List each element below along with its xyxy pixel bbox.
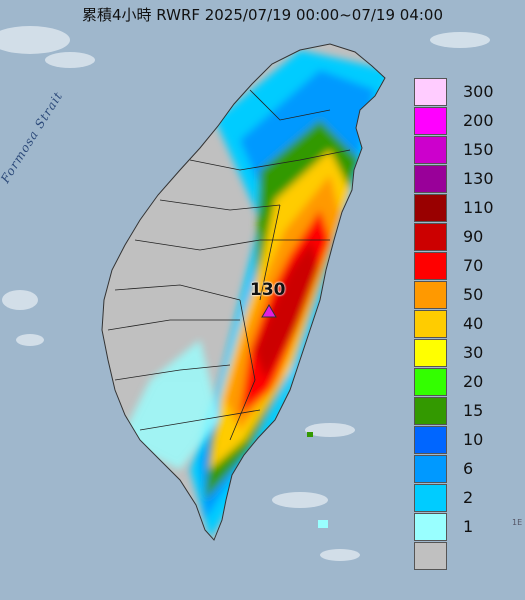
legend-swatch [414,310,447,338]
legend-label: 30 [463,343,484,362]
legend-swatch [414,223,447,251]
legend-swatch [414,455,447,483]
legend-label: 200 [463,111,494,130]
legend-label: 110 [463,198,494,217]
legend-label: 10 [463,430,484,449]
legend-label: 70 [463,256,484,275]
legend-swatch [414,542,447,570]
legend-swatch [414,484,447,512]
rainfall-legend: 300 200 150 130 110 90 70 50 40 30 20 15 10 6 2 1 [413,78,523,572]
legend-swatch [414,136,447,164]
corner-text: 1E [512,518,523,527]
legend-label: 150 [463,140,494,159]
legend-swatch [414,368,447,396]
peak-value: 130 [250,280,286,300]
county-boundaries [107,89,351,441]
map-title: 累積4小時 RWRF 2025/07/19 00:00~07/19 04:00 [81,6,444,24]
island-outline [101,43,386,541]
legend-swatch [414,397,447,425]
legend-label: 2 [463,488,474,507]
legend-label: 1 [463,517,474,536]
legend-swatch [414,194,447,222]
legend-swatch [414,339,447,367]
legend-label: 300 [463,82,494,101]
legend-swatch [414,107,447,135]
peak-marker-triangle-icon [261,304,277,318]
legend-swatch [414,252,447,280]
legend-label: 40 [463,314,484,333]
orchid-island [318,520,328,528]
legend-swatch [414,281,447,309]
legend-label: 20 [463,372,484,391]
cloud-cover [0,26,490,561]
legend-swatch [414,78,447,106]
legend-swatch [414,426,447,454]
legend-label: 90 [463,227,484,246]
legend-swatch [414,513,447,541]
green-island [307,432,313,437]
legend-label: 50 [463,285,484,304]
legend-label: 6 [463,459,474,478]
legend-label: 15 [463,401,484,420]
legend-label: 130 [463,169,494,188]
legend-swatch [414,165,447,193]
